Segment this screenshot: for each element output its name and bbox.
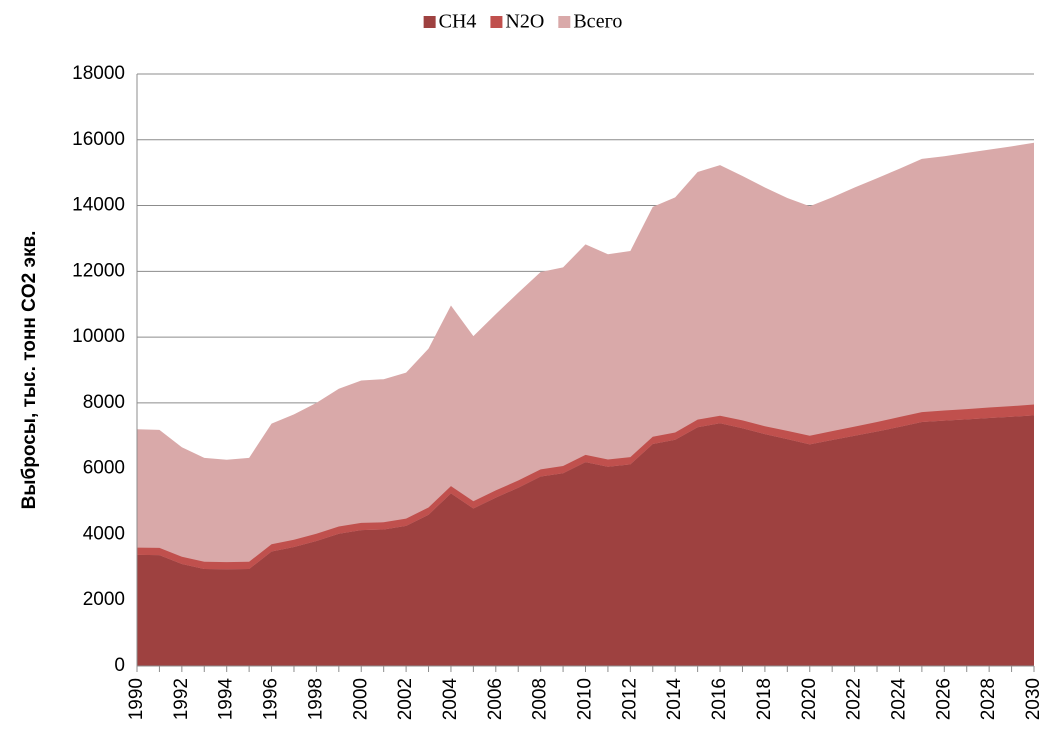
legend-label: Всего: [573, 11, 622, 33]
x-tick-label: 2014: [664, 678, 685, 721]
y-tick-label: 18000: [72, 63, 125, 84]
y-tick-label: 8000: [83, 392, 125, 413]
x-tick-label: 2000: [350, 678, 371, 720]
y-tick-label: 4000: [83, 523, 125, 544]
legend-swatch: [558, 16, 571, 28]
x-tick-label: 2018: [754, 678, 775, 720]
plot-area: [137, 142, 1034, 666]
x-tick-label: 1994: [216, 678, 237, 721]
y-tick-label: 0: [114, 655, 125, 676]
x-tick-label: 2012: [619, 678, 640, 720]
y-tick-label: 10000: [72, 326, 125, 347]
x-tick-label: 1992: [171, 678, 192, 720]
x-tick-label: 2004: [440, 678, 461, 721]
area: [137, 415, 1034, 666]
legend-label: N2O: [505, 11, 544, 33]
x-tick-label: 2022: [844, 678, 865, 720]
legend-label: CH4: [439, 11, 477, 33]
x-tick-label: 2026: [933, 678, 954, 720]
y-tick-label: 2000: [83, 589, 125, 610]
x-tick-label: 2030: [1023, 678, 1044, 720]
x-tick-label: 2006: [485, 678, 506, 720]
y-tick-label: 16000: [72, 129, 125, 150]
y-tick-label: 12000: [72, 260, 125, 281]
area: [137, 404, 1034, 570]
x-tick-label: 1996: [261, 678, 282, 720]
x-tick-label: 2002: [395, 678, 416, 720]
y-tick-label: 6000: [83, 458, 125, 479]
x-tick-label: 2020: [799, 678, 820, 720]
x-tick-label: 1990: [126, 678, 147, 720]
x-tick-label: 2010: [575, 678, 596, 720]
x-tick-label: 1998: [305, 678, 326, 720]
x-tick-label: 2008: [530, 678, 551, 720]
y-tick-label: 14000: [72, 195, 125, 216]
legend-swatch: [490, 16, 503, 28]
y-axis-label: Выбросы, тыс. тонн CO2 экв.: [19, 231, 40, 510]
legend: CH4 N2O Всего: [423, 11, 622, 33]
x-tick-label: 2016: [709, 678, 730, 720]
x-tick-label: 2024: [888, 678, 909, 721]
legend-swatch: [423, 16, 436, 28]
x-tick-label: 2028: [978, 678, 999, 720]
